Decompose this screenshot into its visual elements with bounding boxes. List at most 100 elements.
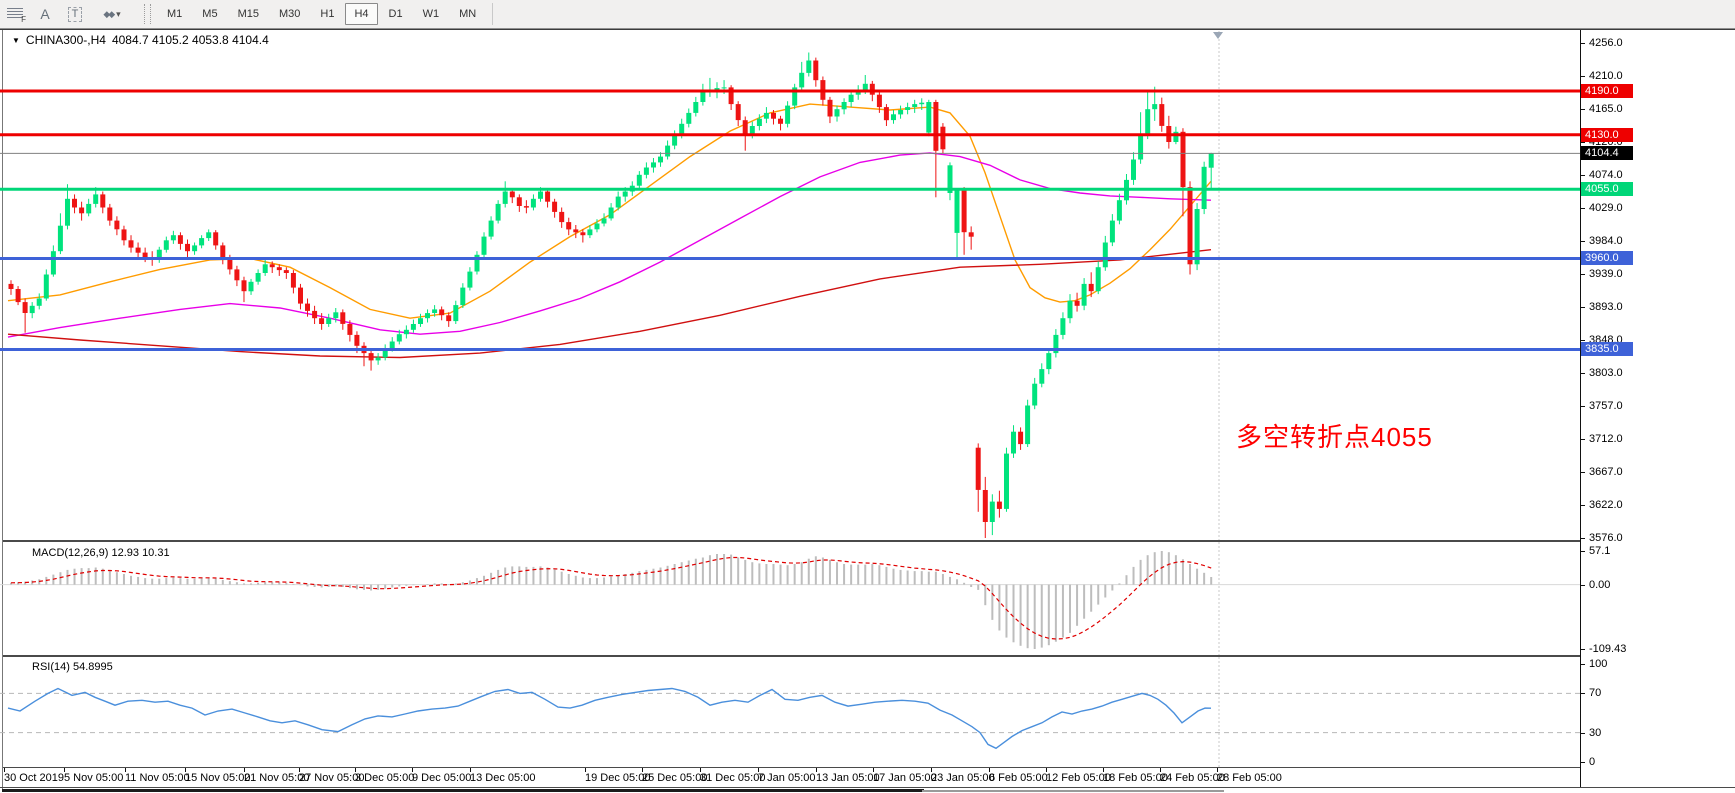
time-tick-label: 24 Feb 05:00 (1160, 772, 1225, 784)
price-tick-label: 3893.0 (1589, 301, 1623, 313)
horizontal-scrollbar-thumb[interactable] (2, 789, 924, 792)
time-tick-label: 17 Jan 05:00 (873, 772, 937, 784)
rsi-panel-separator[interactable] (3, 655, 1580, 657)
time-tick-label: 18 Feb 05:00 (1103, 772, 1168, 784)
price-tick-mark (1580, 307, 1585, 308)
time-tick-label: 31 Dec 05:00 (700, 772, 766, 784)
macd-panel-separator[interactable] (3, 540, 1580, 542)
macd-indicator-panel[interactable] (0, 542, 1580, 655)
price-badge: 4130.0 (1581, 128, 1633, 142)
indicator-tick-label: 57.1 (1589, 545, 1611, 557)
time-tick-label: 30 Oct 2019 (4, 772, 64, 784)
bottom-border (0, 787, 1735, 788)
time-tick-label: 25 Dec 05:00 (642, 772, 708, 784)
time-tick-mark (700, 768, 701, 772)
time-tick-label: 5 Nov 05:00 (64, 772, 124, 784)
price-tick-mark (1580, 373, 1585, 374)
time-tick-mark (299, 768, 300, 772)
price-tick-mark (1580, 406, 1585, 407)
timeframe-button-h1[interactable]: H1 (320, 8, 335, 20)
arrows-icon: ◆◆ (103, 8, 115, 19)
chart-shift-marker-icon[interactable] (1213, 32, 1223, 39)
time-tick-label: 28 Feb 05:00 (1217, 772, 1282, 784)
price-tick-label: 3803.0 (1589, 367, 1623, 379)
time-tick-label: 11 Nov 05:00 (125, 772, 190, 784)
main-candlestick-chart[interactable] (0, 31, 1580, 540)
price-tick-mark (1580, 505, 1585, 506)
text-label-tool-button[interactable]: A (32, 3, 58, 25)
price-tick-mark (1580, 241, 1585, 242)
time-tick-label: 27 Nov 05:00 (299, 772, 365, 784)
chart-window-top-border (0, 29, 1735, 30)
fibonacci-icon-letter: F (21, 15, 26, 24)
indicator-tick-label: -109.43 (1589, 643, 1627, 655)
price-tick-label: 4029.0 (1589, 202, 1623, 214)
text-label-icon: A (40, 6, 50, 22)
price-tick-label: 3667.0 (1589, 466, 1623, 478)
price-scale-border (1580, 30, 1581, 787)
price-tick-mark (1580, 43, 1585, 44)
time-tick-mark (185, 768, 186, 772)
price-badge: 3960.0 (1581, 251, 1633, 265)
timeframe-button-m30[interactable]: M30 (278, 8, 301, 20)
time-tick-label: 7 Jan 05:00 (758, 772, 816, 784)
indicator-tick-label: 0.00 (1589, 579, 1611, 591)
time-tick-label: 21 Nov 05:00 (244, 772, 310, 784)
price-tick-mark (1580, 175, 1585, 176)
time-tick-label: 6 Feb 05:00 (989, 772, 1048, 784)
timeframe-button-m15[interactable]: M15 (237, 8, 259, 20)
time-tick-label: 12 Feb 05:00 (1046, 772, 1111, 784)
arrows-tool-button[interactable]: ◆◆ ▾ (92, 3, 132, 25)
price-tick-label: 4210.0 (1589, 70, 1623, 82)
price-badge: 4104.4 (1581, 146, 1633, 160)
text-icon: T (67, 6, 83, 22)
price-tick-mark (1580, 76, 1585, 77)
indicator-tick-mark (1580, 664, 1585, 665)
text-tool-button[interactable]: T (62, 3, 88, 25)
rsi-indicator-panel[interactable] (0, 657, 1580, 767)
time-tick-mark (355, 768, 356, 772)
time-tick-mark (244, 768, 245, 772)
price-tick-label: 3984.0 (1589, 235, 1623, 247)
time-tick-mark (125, 768, 126, 772)
price-tick-label: 3622.0 (1589, 499, 1623, 511)
fibonacci-tool-button[interactable]: F (2, 3, 28, 25)
time-tick-mark (873, 768, 874, 772)
indicator-tick-label: 0 (1589, 756, 1596, 768)
price-badge: 4055.0 (1581, 182, 1633, 196)
indicator-tick-label: 30 (1589, 727, 1602, 739)
time-tick-mark (1046, 768, 1047, 772)
ohlc-values: 4084.7 4105.2 4053.8 4104.4 (111, 33, 269, 47)
price-tick-mark (1580, 538, 1585, 539)
time-tick-label: 13 Dec 05:00 (470, 772, 536, 784)
chart-title[interactable]: ▼ CHINA300-,H4 4084.7 4105.2 4053.8 4104… (12, 33, 269, 47)
timeframe-button-mn[interactable]: MN (459, 8, 477, 20)
toolbar-grip[interactable] (144, 4, 151, 24)
price-tick-label: 3712.0 (1589, 433, 1623, 445)
price-tick-mark (1580, 340, 1585, 341)
horizontal-scrollbar-track[interactable] (922, 790, 1224, 792)
time-tick-label: 23 Jan 05:00 (931, 772, 995, 784)
price-tick-label: 4074.0 (1589, 169, 1623, 181)
indicator-tick-mark (1580, 762, 1585, 763)
chevron-down-icon: ▾ (116, 8, 121, 19)
price-tick-mark (1580, 142, 1585, 143)
timeframe-button-d1[interactable]: D1 (388, 8, 403, 20)
timeframe-button-w1[interactable]: W1 (422, 8, 440, 20)
price-badge: 4190.0 (1581, 84, 1633, 98)
timeframe-button-h4[interactable]: H4 (345, 3, 378, 25)
fibonacci-icon (7, 8, 23, 20)
indicator-tick-mark (1580, 585, 1585, 586)
time-tick-mark (412, 768, 413, 772)
price-tick-label: 3939.0 (1589, 268, 1623, 280)
symbol-timeframe-label: CHINA300-,H4 (25, 33, 106, 47)
time-tick-mark (758, 768, 759, 772)
price-tick-mark (1580, 472, 1585, 473)
price-tick-mark (1580, 208, 1585, 209)
price-tick-mark (1580, 274, 1585, 275)
chart-window-left-border (2, 30, 3, 792)
time-tick-mark (1217, 768, 1218, 772)
timeframe-button-m5[interactable]: M5 (202, 8, 218, 20)
timeframe-button-m1[interactable]: M1 (167, 8, 183, 20)
price-tick-label: 3757.0 (1589, 400, 1623, 412)
